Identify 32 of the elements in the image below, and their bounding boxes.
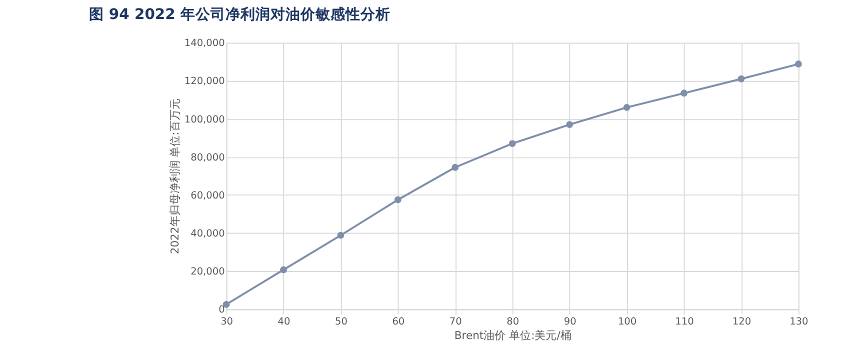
x-tick-label: 50 — [334, 316, 348, 328]
point — [566, 121, 574, 128]
y-tick-label: 0 — [218, 304, 225, 316]
point — [680, 90, 688, 97]
point — [337, 232, 344, 239]
x-tick-label: 40 — [278, 316, 290, 328]
x-tick-label: 130 — [790, 316, 808, 328]
y-tick-label: 80,000 — [190, 152, 225, 164]
point — [280, 266, 287, 274]
x-tick-label: 110 — [675, 316, 694, 328]
y-axis-title: 2022年归母净利润 单位:百万元 — [168, 98, 182, 254]
chart-title: 图 94 2022 年公司净利润对油价敏感性分析 — [88, 5, 390, 24]
y-tick-label: 60,000 — [190, 190, 225, 202]
x-tick-label: 80 — [506, 316, 520, 328]
y-tick-label: 40,000 — [190, 228, 225, 240]
x-tick-label: 30 — [220, 316, 234, 328]
point — [623, 104, 630, 111]
y-tick-label: 100,000 — [184, 114, 225, 126]
y-tick-label: 20,000 — [190, 266, 225, 278]
x-axis-title: Brent油价 单位:美元/桶 — [454, 329, 572, 342]
x-tick-label: 70 — [449, 316, 462, 328]
point — [738, 75, 745, 82]
x-tick-label: 60 — [392, 316, 405, 328]
point — [794, 60, 802, 68]
point — [452, 164, 459, 171]
point — [394, 196, 402, 204]
y-tick-label: 140,000 — [184, 38, 225, 50]
x-tick-label: 120 — [732, 316, 752, 328]
y-tick-label: 120,000 — [184, 76, 225, 88]
point — [508, 140, 516, 148]
x-tick-label: 90 — [564, 316, 576, 328]
x-tick-label: 100 — [618, 316, 637, 328]
